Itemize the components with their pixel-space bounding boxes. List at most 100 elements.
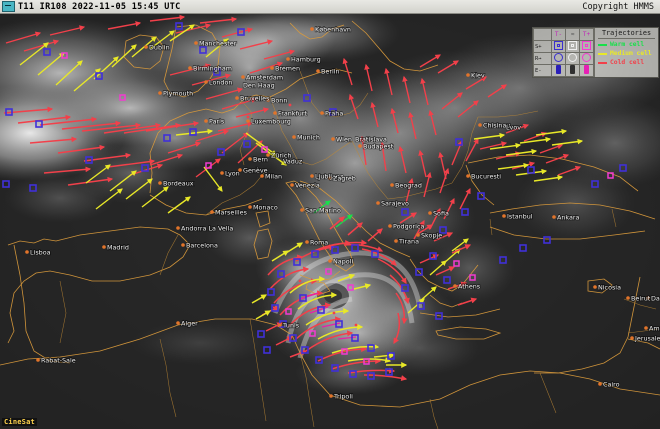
city-label: Tunis: [282, 321, 300, 329]
symbol-square-pink: [579, 40, 594, 53]
city-label: Nicosia: [598, 283, 621, 291]
square-gray-icon: [568, 41, 577, 50]
city-label: Venezia: [295, 181, 320, 189]
satellite-infrared-imagery: Dublin Manchester Birmingham London Plymouth…: [0, 13, 660, 429]
symbol-circle-blue: [551, 52, 566, 65]
symbol-square-blue: [551, 40, 566, 53]
square-pink-icon: [582, 41, 591, 50]
storm-cell-markers: [2, 22, 650, 398]
symbol-circle-gray: [565, 52, 580, 65]
satellite-image-canvas[interactable]: Dublin Manchester Birmingham London Plymouth…: [0, 13, 660, 429]
cold-cell-label: Cold cell: [610, 59, 645, 66]
city-label: Tirana: [398, 237, 419, 245]
city-label: Bordeaux: [163, 179, 194, 187]
city-label: Bratislava: [355, 135, 387, 143]
city-label: Madrid: [107, 243, 129, 251]
city-label: Lyon: [225, 169, 240, 177]
city-label: Damascus: [651, 294, 660, 302]
city-label: Amsterdam: [246, 73, 283, 81]
circle-gray-icon: [568, 53, 577, 62]
copyright-label: Copyright HMMS: [582, 1, 654, 12]
city-label: Vaduz: [283, 157, 303, 165]
symbol-table-corner: [533, 28, 552, 41]
symbol-row-end: E-: [533, 64, 594, 77]
medium-cell-swatch: [598, 52, 607, 55]
city-label: Napoli: [333, 257, 353, 265]
circle-blue-icon: [554, 53, 563, 62]
city-label: Wien: [336, 135, 352, 143]
cinesat-app-icon[interactable]: [2, 1, 15, 12]
symbol-row-merge: R→: [533, 52, 594, 65]
city-label: Andorra La Vella: [181, 224, 233, 232]
city-label: Sarajevo: [381, 199, 409, 207]
city-label: Beograd: [395, 181, 422, 189]
city-label: Bruxelles: [240, 94, 270, 102]
city-label: Kiev: [471, 71, 485, 79]
trajectory-legend-medium: Medium cell: [598, 49, 655, 58]
city-label: San Marino: [305, 206, 341, 214]
symbol-col-header-steady: ≈: [565, 28, 580, 41]
city-label: London: [209, 78, 232, 86]
city-label: Istanbul: [507, 212, 533, 220]
city-label: Marseilles: [215, 208, 248, 216]
city-label: Zagreb: [333, 174, 356, 182]
window-title: T11 IR108 2022-11-05 15:45 UTC: [18, 1, 181, 12]
city-label: Ankara: [557, 213, 580, 221]
city-label: Paris: [209, 117, 225, 125]
trajectory-legend-cold: Cold cell: [598, 58, 655, 67]
city-label: Sofia: [433, 209, 449, 217]
city-label: Amman: [649, 324, 660, 332]
city-label: Alger: [181, 319, 198, 327]
symbol-bar-dark: [565, 64, 580, 77]
city-label: København: [315, 25, 351, 33]
symbol-col-header-tminus: T-: [551, 28, 566, 41]
city-label: Den Haag: [243, 81, 275, 89]
city-label: Cairo: [603, 380, 620, 388]
city-label: Podgorica: [393, 222, 424, 230]
city-label: Berlin: [321, 67, 340, 75]
legend-panel[interactable]: T- ≈ T+ S+ R→ E-: [532, 27, 659, 78]
trajectories-title: Trajectories: [598, 29, 655, 39]
city-label: Rabat-Sale: [41, 356, 76, 364]
cloud-field: [0, 13, 660, 395]
city-label: Jerusalem: [634, 334, 660, 342]
city-label: Monaco: [253, 203, 278, 211]
city-label: Birmingham: [193, 64, 232, 72]
window-titlebar: T11 IR108 2022-11-05 15:45 UTC Copyright…: [0, 0, 660, 14]
warm-cell-label: Warm cell: [610, 41, 645, 48]
city-label: Athens: [458, 282, 481, 290]
city-label: Bonn: [271, 96, 287, 104]
symbol-row-header-split: S+: [533, 40, 552, 53]
city-label: Bremen: [275, 64, 300, 72]
medium-cell-label: Medium cell: [610, 50, 652, 57]
city-label: Beirut: [631, 294, 651, 302]
cell-symbol-table: T- ≈ T+ S+ R→ E-: [533, 28, 594, 77]
city-label: Barcelona: [186, 241, 218, 249]
city-label: Genève: [243, 166, 268, 174]
city-label: Tripoli: [333, 392, 353, 400]
symbol-square-gray: [565, 40, 580, 53]
mediterranean-cyclone: [255, 231, 455, 375]
cinesat-watermark: CineSat: [2, 418, 37, 426]
bar-dark-icon: [570, 65, 575, 74]
city-label: Manchester: [199, 39, 237, 47]
symbol-row-header-end: E-: [533, 64, 552, 77]
symbol-row-header-merge: R→: [533, 52, 552, 65]
city-label: Frankfurt: [278, 109, 307, 117]
city-label: Lisboa: [30, 248, 51, 256]
symbol-col-header-tplus: T+: [579, 28, 594, 41]
bar-blue-icon: [556, 65, 561, 74]
city-label: Dublin: [149, 43, 170, 51]
city-label: Roma: [310, 238, 328, 246]
city-label: Budapest: [363, 142, 394, 150]
city-label: Bucuresti: [471, 172, 501, 180]
city-label: Plymouth: [163, 89, 193, 97]
city-label: Luxembourg: [251, 117, 291, 125]
country-borders: [59, 70, 659, 429]
symbol-circle-pink: [579, 52, 594, 65]
city-label: Munich: [297, 133, 320, 141]
symbol-row-split: S+: [533, 40, 594, 53]
city-label: Skopje: [421, 231, 442, 239]
city-label: Praha: [325, 109, 343, 117]
circle-pink-icon: [582, 53, 591, 62]
